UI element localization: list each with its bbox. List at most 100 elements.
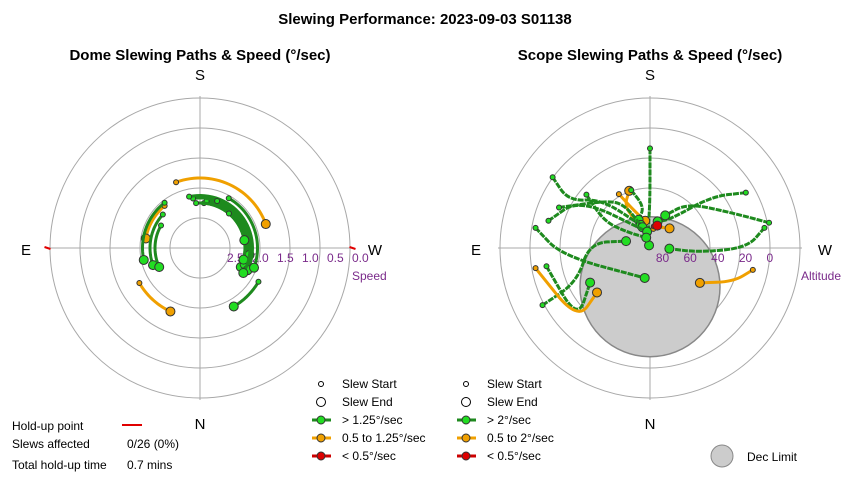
- scope-paths: [532, 145, 773, 313]
- scope-slew-start: [532, 224, 539, 231]
- scope-ring-label: 60: [684, 251, 698, 265]
- legend-fast: > 1.25°/sec: [342, 413, 403, 427]
- dome-slew-start: [159, 211, 166, 218]
- scope-slew-end: [660, 210, 671, 221]
- legend-scope-fast: > 2°/sec: [487, 413, 531, 427]
- dome-holdup-mark: [44, 246, 51, 250]
- scope-slew-start: [742, 189, 749, 196]
- scope-path-12: [545, 265, 592, 311]
- dome-legend: Slew Start Slew End > 1.25°/sec 0.5 to 1…: [312, 377, 426, 463]
- scope-path-11: [664, 204, 770, 225]
- scope-slew-start: [549, 174, 556, 181]
- dome-slew-start: [225, 210, 232, 217]
- legend-scope-slew-start-marker: [463, 381, 469, 387]
- dome-slew-end: [154, 262, 165, 273]
- legend-dec-limit-marker: [710, 444, 734, 468]
- slews-affected-value: 0/26 (0%): [127, 437, 179, 451]
- legend-fast-marker: [316, 415, 326, 425]
- dome-slew-start: [136, 280, 143, 286]
- legend-slew-end: Slew End: [342, 395, 393, 409]
- dome-paths: [136, 176, 271, 317]
- dome-subtitle: Dome Slewing Paths & Speed (°/sec): [69, 47, 330, 64]
- dome-slew-end: [165, 306, 176, 317]
- dome-slew-end: [138, 254, 149, 265]
- dome-slew-start: [158, 222, 165, 229]
- legend-medium: 0.5 to 1.25°/sec: [342, 431, 426, 445]
- scope-chart: Scope Slewing Paths & Speed (°/sec) S N …: [471, 47, 841, 433]
- scope-legend: Slew Start Slew End > 2°/sec 0.5 to 2°/s…: [457, 377, 798, 468]
- scope-slew-start: [545, 217, 552, 224]
- scope-slew-start: [615, 191, 622, 198]
- scope-slew-start: [749, 266, 756, 273]
- legend-scope-slew-end: Slew End: [487, 395, 538, 409]
- scope-axis-name: Altitude: [801, 269, 841, 283]
- scope-slew-start: [766, 219, 773, 226]
- dome-slew-start: [193, 200, 200, 207]
- scope-subtitle: Scope Slewing Paths & Speed (°/sec): [518, 47, 782, 64]
- scope-path-5: [558, 200, 644, 229]
- dome-slew-start: [161, 199, 168, 206]
- dome-slew-end: [228, 301, 239, 312]
- scope-slew-start: [583, 191, 590, 198]
- scope-dir-bottom: N: [645, 416, 656, 433]
- dome-dir-left: E: [21, 242, 31, 259]
- dome-slew-start: [225, 195, 232, 202]
- legend-scope-fast-marker: [461, 415, 471, 425]
- dome-ring-label: 0.5: [327, 251, 344, 265]
- scope-dir-top: S: [645, 67, 655, 84]
- legend-slew-end-marker: [316, 397, 326, 407]
- scope-slew-end: [652, 220, 663, 231]
- legend-slew-start-marker: [318, 381, 324, 387]
- scope-path-4: [551, 176, 642, 227]
- dome-ring-label: 1.0: [302, 251, 319, 265]
- dome-ring-label: 1.5: [277, 251, 294, 265]
- dome-slew-end: [249, 262, 260, 273]
- dome-grid: [48, 96, 352, 400]
- legend-scope-medium: 0.5 to 2°/sec: [487, 431, 554, 445]
- dome-path-9: [227, 196, 259, 269]
- holdup-summary: Hold-up point Slews affected 0/26 (0%) T…: [12, 419, 179, 472]
- legend-scope-medium-marker: [461, 433, 471, 443]
- dome-slew-start: [214, 198, 221, 205]
- scope-path-10: [657, 191, 747, 223]
- scope-path-13: [669, 226, 766, 253]
- scope-ring-label: 80: [656, 251, 670, 265]
- scope-slew-end: [664, 243, 675, 254]
- dome-slew-end: [238, 268, 249, 278]
- scope-path-9: [585, 193, 647, 240]
- slews-affected-label: Slews affected: [12, 437, 90, 451]
- legend-medium-marker: [316, 433, 326, 443]
- dome-path-10: [148, 213, 164, 266]
- dome-holdup-marks: [44, 246, 356, 250]
- dome-chart: Dome Slewing Paths & Speed (°/sec) S N E…: [21, 47, 387, 433]
- scope-path-14: [534, 267, 599, 313]
- scope-slew-end: [694, 277, 705, 288]
- scope-slew-start: [761, 224, 768, 231]
- scope-slew-start: [543, 263, 550, 270]
- legend-scope-slow-marker: [461, 451, 471, 461]
- scope-ring-label: 40: [711, 251, 725, 265]
- scope-slew-start: [532, 265, 539, 272]
- total-holdup-label: Total hold-up time: [12, 458, 107, 472]
- dome-path-2: [138, 282, 172, 313]
- scope-slew-start: [539, 302, 546, 309]
- dome-path-13: [227, 212, 246, 241]
- dome-dir-right: W: [368, 242, 383, 259]
- dome-slew-start: [173, 179, 180, 186]
- total-holdup-value: 0.7 mins: [127, 458, 172, 472]
- dome-slew-end: [260, 219, 271, 230]
- scope-slew-end: [641, 232, 652, 243]
- scope-ring-label: 0: [767, 251, 774, 265]
- dome-axis-name: Speed: [352, 269, 387, 283]
- dome-path-7: [188, 194, 254, 271]
- legend-scope-slew-start: Slew Start: [487, 377, 542, 391]
- scope-dir-right: W: [818, 242, 833, 259]
- scope-ring-labels: 80 60 40 20 0: [656, 251, 774, 265]
- dome-ring-label: 0.0: [352, 251, 369, 265]
- scope-path-8: [541, 239, 627, 307]
- legend-slew-start: Slew Start: [342, 377, 397, 391]
- dome-holdup-mark: [349, 246, 356, 250]
- scope-ring-label: 20: [739, 251, 753, 265]
- legend-scope-slew-end-marker: [461, 397, 471, 407]
